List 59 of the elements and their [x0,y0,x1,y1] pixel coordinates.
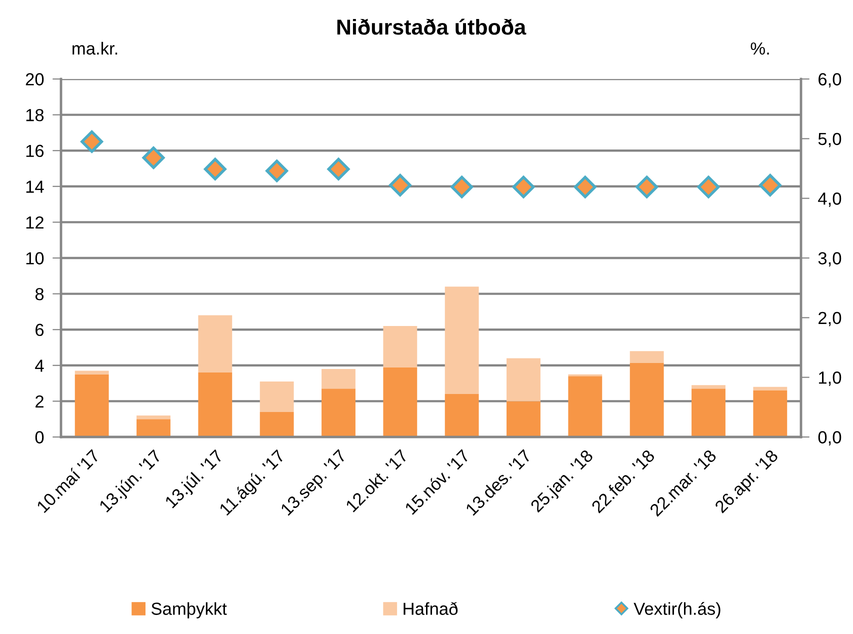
bar [383,367,418,437]
bar [322,388,356,437]
y2-tick-label: 5,0 [818,132,842,148]
y-axis-title: ma.kr. [72,42,118,55]
point [266,160,288,182]
legend-label: Samþykkt [151,602,227,618]
bar [753,386,788,390]
point [80,130,104,153]
y-tick-label: 2 [36,395,44,408]
bar [630,351,664,363]
y-tick-label: 14 [26,180,44,193]
y-tick-label: 16 [26,144,44,158]
point [636,176,658,198]
y2-tick-label: 3,0 [818,252,842,267]
y2-axis-title: %. [750,42,769,55]
bar [260,412,294,437]
y-tick-label: 20 [26,73,44,86]
bar [136,416,170,420]
bar [444,286,479,394]
bar [692,388,726,437]
y-tick-label: 6 [36,324,44,336]
bar [506,401,540,437]
legend-label: Hafnað [404,602,458,615]
point [697,176,720,198]
y2-tick-label: 2,0 [818,312,842,326]
y-tick-label: 12 [26,216,44,228]
bar [260,382,294,412]
bar [198,372,232,437]
point [574,176,596,198]
bar [74,370,109,374]
y-tick-label: 8 [35,288,44,300]
bar [444,394,479,437]
y2-tick-label: 6,0 [818,73,842,88]
bar [568,376,602,437]
bar [136,419,170,437]
y-tick-label: 0 [35,431,44,444]
y-tick-label: 10 [26,252,44,264]
point [204,158,226,180]
y-tick-label: 18 [26,108,44,122]
bar [692,385,726,389]
point [758,174,782,196]
bar [74,374,109,437]
bar [506,358,540,402]
bar [198,315,232,373]
y2-tick-label: 0,0 [818,431,842,446]
legend-label: Vextir(h.ás) [634,602,720,618]
bar [383,326,418,368]
point [142,146,165,169]
bar [630,362,664,437]
point [512,176,535,198]
y2-tick-label: 4,0 [818,192,842,207]
point [327,158,350,180]
y2-tick-label: 1,0 [818,372,842,386]
point [450,176,474,198]
chart-title: Niðurstaða útboða [337,18,526,35]
bar [322,368,356,389]
point [388,174,412,196]
y-tick-label: 4 [35,360,44,372]
bar [753,390,788,437]
